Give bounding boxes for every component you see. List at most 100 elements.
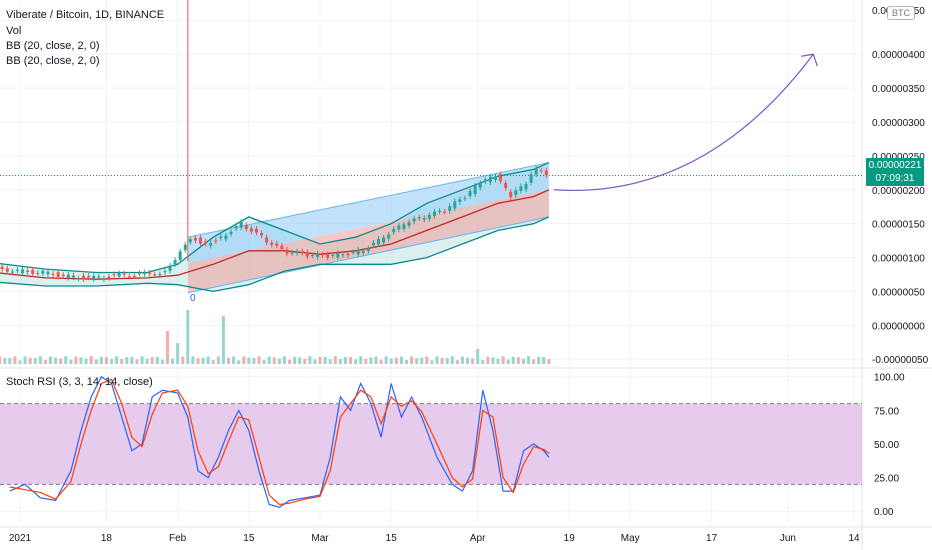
rsi-axis[interactable]: 100.00 75.00 50.00 25.00 0.00: [874, 373, 905, 519]
y-tick-label: 0.00000050: [872, 287, 925, 298]
stoch-rsi-label[interactable]: Stoch RSI (3, 3, 14, 14, close): [6, 376, 153, 388]
time-axis[interactable]: 2021 18 Feb 15 Mar 15 Apr 19 May 17 Jun 14: [9, 533, 860, 544]
volume-bar: [191, 356, 195, 364]
candle-body: [422, 218, 426, 220]
candle-body: [239, 221, 243, 228]
currency-badge[interactable]: BTC: [887, 6, 915, 20]
candle-body: [153, 274, 157, 276]
y-tick-label: 0.00000300: [872, 118, 925, 129]
volume-bar: [506, 359, 510, 364]
candle-body: [265, 237, 269, 243]
volume-bar: [466, 357, 470, 364]
candle-body: [148, 272, 152, 274]
candle-body: [478, 182, 482, 188]
volume-bar: [359, 356, 363, 364]
volume-bar: [516, 357, 520, 364]
candle-body: [341, 254, 345, 256]
candle-body: [504, 183, 508, 189]
x-tick-label: 14: [848, 533, 860, 544]
channel-upper-zone: [187, 162, 549, 263]
volume-bar: [49, 356, 53, 364]
candle-body: [102, 278, 106, 280]
candle-body: [97, 276, 101, 278]
volume-bar: [267, 356, 271, 364]
y-tick-label: 0.00000200: [872, 186, 925, 197]
candle-body: [346, 253, 350, 256]
volume-bar: [333, 356, 337, 364]
volume-bar: [89, 356, 93, 364]
candle-body: [209, 243, 213, 246]
candle-body: [417, 217, 421, 219]
y-tick-label: 0.00000400: [872, 50, 925, 61]
volume-bar: [247, 357, 251, 364]
volume-bar: [455, 360, 459, 364]
candle-body: [82, 275, 86, 280]
indicator-vol-label[interactable]: Vol: [6, 25, 22, 37]
rsi-tick-label: 75.00: [874, 406, 899, 417]
candle-body: [488, 176, 492, 183]
channel-lower-zone: [187, 189, 549, 293]
indicator-bb-label[interactable]: BB (20, close, 2, 0): [6, 40, 100, 52]
x-tick-label: Mar: [311, 533, 329, 544]
candle-body: [87, 276, 91, 278]
candle-body: [249, 228, 253, 232]
candle-body: [51, 273, 55, 275]
volume-bar: [84, 358, 88, 364]
candle-body: [46, 271, 50, 275]
volume-bar: [277, 358, 281, 364]
candle-body: [112, 274, 116, 276]
volume-bar: [404, 359, 408, 364]
volume-bar: [59, 358, 63, 364]
last-price-tag: 0.00000221 07:09:31: [866, 158, 924, 186]
volume-bar: [481, 359, 485, 364]
candle-body: [224, 235, 228, 240]
candle-body: [219, 236, 223, 239]
candle-body: [36, 272, 40, 274]
candle-body: [117, 273, 121, 277]
candle-body: [453, 201, 457, 209]
channel-upper-line: [187, 162, 549, 238]
candle-body: [534, 168, 538, 175]
volume-bar: [379, 359, 383, 364]
candle-body: [15, 269, 19, 271]
candle-body: [127, 276, 131, 278]
candle-body: [305, 252, 309, 257]
candle-body: [244, 225, 248, 229]
volume-bar: [252, 358, 256, 364]
candle-body: [132, 276, 136, 278]
volume-bar: [33, 358, 37, 364]
candle-body: [351, 251, 355, 253]
projection-arrow: [553, 53, 814, 192]
candle-body: [107, 276, 111, 279]
candle-body: [92, 275, 96, 280]
volume-bar: [23, 356, 27, 364]
volume-bar: [38, 356, 42, 364]
y-tick-label: -0.00000050: [872, 355, 929, 366]
indicator-bb-label-2[interactable]: BB (20, close, 2, 0): [6, 55, 100, 67]
volume-bar: [282, 356, 286, 364]
candle-body: [443, 211, 447, 213]
volume-bar: [420, 357, 424, 364]
volume-bar: [130, 356, 134, 364]
volume-bar: [364, 358, 368, 364]
volume-bar: [460, 356, 464, 364]
candle-body: [41, 270, 45, 274]
symbol-title[interactable]: Viberate / Bitcoin, 1D, BINANCE: [6, 9, 165, 21]
candle-body: [229, 231, 233, 234]
candle-body: [0, 266, 4, 269]
volume-bar: [527, 356, 531, 364]
price-axis[interactable]: 0.000004500.000004000.000003500.00000300…: [872, 6, 929, 366]
volume-bar: [28, 357, 32, 364]
y-tick-label: 0.00000150: [872, 220, 925, 231]
volume-bar: [135, 359, 139, 364]
candle-body: [285, 249, 289, 254]
candle-body: [361, 250, 365, 253]
volume-bar: [501, 356, 505, 364]
candle-body: [199, 237, 203, 244]
volume-bar: [323, 357, 327, 364]
candle-body: [26, 270, 30, 272]
volume-bar: [425, 356, 429, 364]
candle-body: [493, 176, 497, 180]
candle-body: [432, 211, 436, 216]
